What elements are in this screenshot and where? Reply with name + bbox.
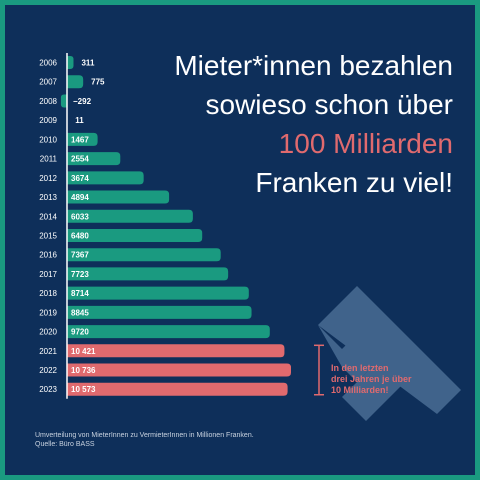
poster-frame: 2006 311 2007 775 2008 −292 2009 11 2010 1467 2011…	[5, 5, 475, 475]
footnote-source: Quelle: Büro BASS	[35, 441, 95, 448]
decorative-diamond-shape	[318, 286, 461, 421]
year-label-2018: 2018	[39, 289, 57, 298]
value-label-2012: 3674	[71, 174, 89, 183]
year-label-2015: 2015	[39, 231, 57, 240]
bar-2006	[67, 56, 74, 69]
headline-line-4: Franken zu viel!	[255, 167, 453, 198]
bar-2012	[67, 171, 144, 185]
bar-2007	[67, 75, 84, 89]
value-label-2014: 6033	[71, 212, 89, 221]
annotation-line-2: drei Jahren je über	[331, 374, 412, 384]
diamond-segment-3	[342, 348, 415, 421]
value-label-2016: 7367	[71, 251, 89, 260]
value-label-2019: 8845	[71, 308, 89, 317]
footnote-description: Umverteilung von MieterInnen zu Vermiete…	[35, 432, 254, 439]
value-label-2015: 6480	[71, 231, 89, 240]
headline-line-1: Mieter*innen bezahlen	[174, 50, 453, 81]
annotation-line-1: In den letzten	[331, 363, 389, 373]
year-label-2013: 2013	[39, 193, 57, 202]
headline-line-2: sowieso schon über	[205, 89, 453, 120]
value-label-2013: 4894	[71, 193, 89, 202]
bar-2015	[67, 228, 203, 242]
year-label-2010: 2010	[39, 135, 57, 144]
bar-2019	[67, 305, 252, 319]
bar-2011	[67, 152, 121, 166]
year-label-2007: 2007	[39, 78, 57, 87]
value-label-2017: 7723	[71, 270, 89, 279]
year-label-2020: 2020	[39, 328, 57, 337]
bar-2013	[67, 190, 170, 204]
value-label-2020: 9720	[71, 328, 89, 337]
value-label-2018: 8714	[71, 289, 89, 298]
bar-2021	[67, 344, 285, 358]
bar-chart: 2006 311 2007 775 2008 −292 2009 11 2010 1467 2011…	[39, 53, 461, 421]
year-label-2011: 2011	[40, 155, 58, 164]
year-label-2012: 2012	[39, 174, 57, 183]
value-label-2010: 1467	[71, 135, 89, 144]
diamond-segment-2	[318, 325, 381, 382]
year-label-2014: 2014	[39, 212, 57, 221]
year-label-2021: 2021	[39, 347, 57, 356]
bar-2018	[67, 286, 249, 300]
bar-2022	[67, 363, 291, 377]
annotation-line-3: 10 Milliarden!	[331, 385, 389, 395]
value-label-2006: 311	[81, 59, 94, 68]
value-label-2008: −292	[73, 97, 92, 106]
year-label-2022: 2022	[39, 366, 57, 375]
year-label-2008: 2008	[39, 97, 57, 106]
value-label-2023: 10 573	[71, 385, 96, 394]
bar-2017	[67, 267, 229, 281]
value-label-2011: 2554	[71, 155, 89, 164]
value-label-2021: 10 421	[71, 347, 96, 356]
year-label-2017: 2017	[39, 270, 57, 279]
bar-2008	[60, 94, 67, 108]
year-label-2009: 2009	[39, 116, 57, 125]
year-label-2023: 2023	[39, 385, 57, 394]
annotation: In den letzten drei Jahren je über 10 Mi…	[331, 363, 451, 396]
year-label-2016: 2016	[39, 251, 57, 260]
value-label-2007: 775	[91, 78, 105, 87]
bar-2020	[67, 325, 270, 339]
bar-2014	[67, 209, 193, 223]
bar-2016	[67, 248, 221, 262]
bar-2010	[67, 132, 98, 146]
year-label-2006: 2006	[39, 59, 57, 68]
bar-2023	[67, 382, 288, 396]
value-label-2022: 10 736	[71, 366, 96, 375]
headline-line-3-highlight: 100 Milliarden	[278, 128, 453, 159]
year-label-2019: 2019	[39, 308, 57, 317]
value-label-2009: 11	[75, 116, 84, 125]
